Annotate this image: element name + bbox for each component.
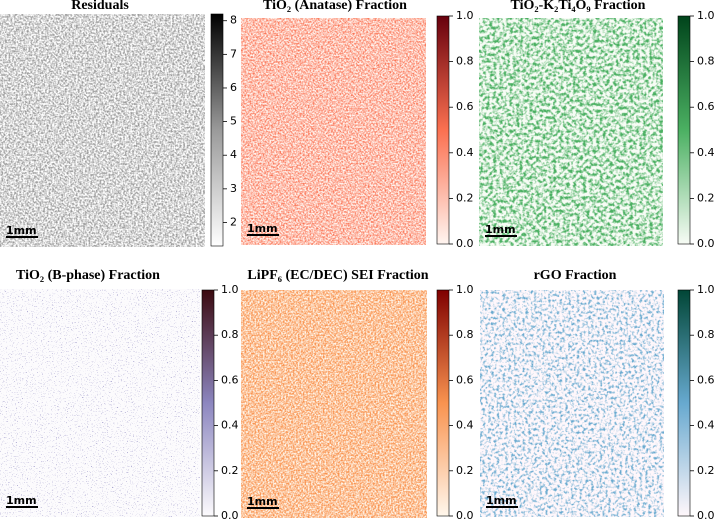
colorbar-tick-label: 0.0 [221, 509, 239, 522]
colorbar-tick-label: 1.0 [697, 283, 715, 296]
panel-title: LiPF₆ (EC/DEC) SEI Fraction [247, 268, 428, 283]
panel-title: rGO Fraction [534, 268, 617, 283]
colorbar [677, 289, 691, 517]
panel: LiPF₆ (EC/DEC) SEI Fraction 1mm 0.0 0.2 0.4 0… [241, 268, 474, 522]
colorbar-tick-label: 7 [230, 47, 237, 60]
map-texture [0, 289, 200, 517]
colorbar-tick-label: 0.8 [697, 55, 715, 68]
colorbar-tick-label: 3 [230, 182, 237, 195]
colorbar [677, 15, 691, 245]
colorbar-tick-label: 0.4 [456, 146, 474, 159]
colorbar-tick-label: 0.0 [697, 237, 715, 250]
panel: TiO₂ (B-phase) Fraction 1mm 0.0 0.2 0.4 0.6 0.… [0, 268, 239, 522]
colorbar-tick-label: 0.6 [456, 100, 474, 113]
map-texture [0, 14, 205, 247]
scale-bar-label: 1mm [485, 223, 516, 236]
panel-title: TiO₂-K₂Ti₄O₉ Fraction [511, 0, 646, 13]
colorbar-tick-label: 0.8 [221, 328, 239, 341]
colorbar-tick-label: 0.0 [697, 509, 715, 522]
colorbar-tick-label: 0.8 [456, 55, 474, 68]
colorbar [210, 13, 224, 247]
colorbar-tick-label: 0.2 [456, 464, 474, 477]
colorbar [201, 289, 215, 517]
panel: TiO₂ (Anatase) Fraction 1mm 0.0 0.2 0.4 0.6 0.… [241, 0, 474, 250]
colorbar-tick-label: 0.4 [221, 419, 239, 432]
colorbar [436, 15, 450, 245]
colorbar-tick-label: 5 [230, 115, 237, 128]
colorbar-tick-label: 1.0 [456, 283, 474, 296]
colorbar-tick-label: 0.0 [456, 509, 474, 522]
panel-title: TiO₂ (Anatase) Fraction [263, 0, 407, 13]
colorbar-tick-label: 0.2 [697, 191, 715, 204]
colorbar-tick-label: 0.2 [456, 191, 474, 204]
colorbar-tick-label: 6 [230, 81, 237, 94]
panel: rGO Fraction 1mm 0.0 0.2 0.4 0.6 0.8 1.0 [480, 268, 715, 522]
colorbar-tick-label: 1.0 [697, 9, 715, 22]
panel: TiO₂-K₂Ti₄O₉ Fraction 1mm 0.0 0.2 0.4 0.6 0.8 1… [479, 0, 715, 250]
scale-bar-label: 1mm [247, 495, 278, 508]
colorbar [436, 289, 450, 517]
colorbar-tick-label: 8 [230, 14, 237, 27]
scale-bar-label: 1mm [247, 222, 278, 235]
map-texture [241, 290, 427, 518]
scale-bar-label: 1mm [6, 494, 37, 507]
colorbar-tick-label: 4 [230, 148, 237, 161]
colorbar-tick-label: 2 [230, 215, 237, 228]
colorbar-tick-label: 0.0 [456, 237, 474, 250]
panel-title: Residuals [71, 0, 129, 13]
colorbar-tick-label: 0.4 [697, 419, 715, 432]
colorbar-tick-label: 1.0 [456, 9, 474, 22]
colorbar-tick-label: 0.6 [221, 373, 239, 386]
colorbar-tick-label: 0.4 [456, 419, 474, 432]
panel: Residuals 1mm 2 3 4 5 6 7 8 [0, 0, 237, 247]
colorbar-tick-label: 0.6 [456, 373, 474, 386]
map-texture [480, 290, 664, 517]
scale-bar-label: 1mm [6, 224, 37, 237]
colorbar-tick-label: 0.8 [456, 328, 474, 341]
colorbar-tick-label: 1.0 [221, 283, 239, 296]
colorbar-tick-label: 0.8 [697, 328, 715, 341]
colorbar-tick-label: 0.4 [697, 146, 715, 159]
map-texture [479, 18, 663, 246]
scale-bar-label: 1mm [486, 494, 517, 507]
colorbar-tick-label: 0.2 [697, 464, 715, 477]
colorbar-tick-label: 0.6 [697, 100, 715, 113]
panel-title: TiO₂ (B-phase) Fraction [16, 268, 160, 283]
colorbar-tick-label: 0.2 [221, 464, 239, 477]
map-texture [241, 18, 426, 245]
colorbar-tick-label: 0.6 [697, 373, 715, 386]
